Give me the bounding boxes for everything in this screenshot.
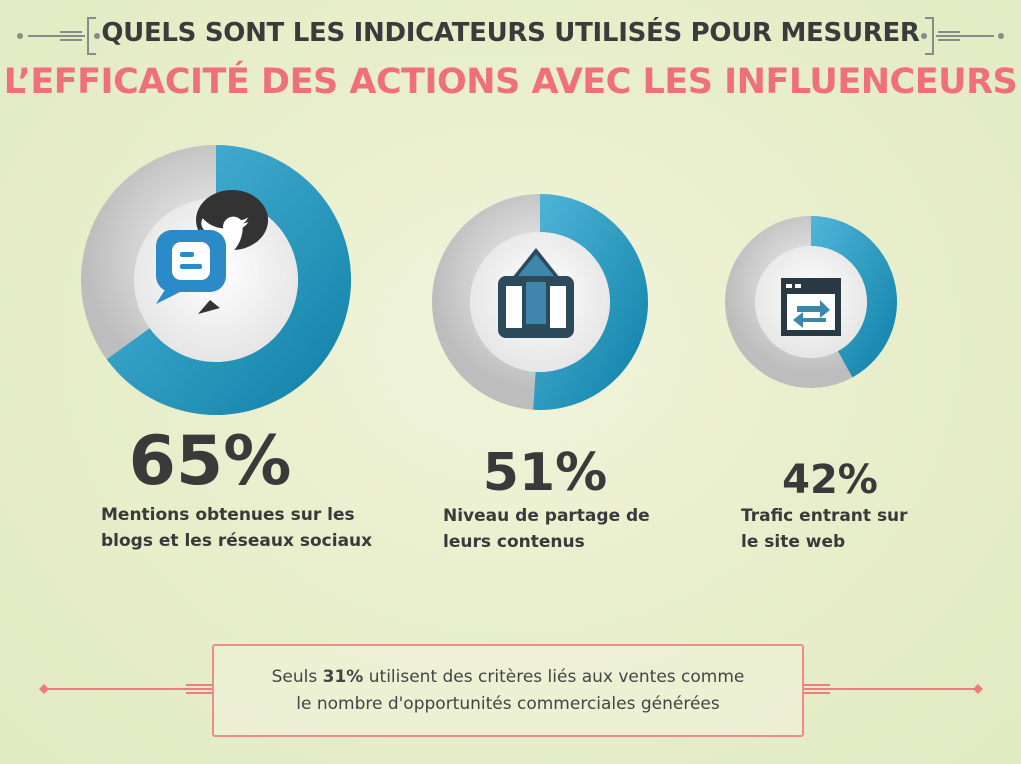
label-partage: Niveau de partage de leurs contenus [443,503,650,555]
label-mentions-line1: Mentions obtenues sur les [101,505,355,525]
note-prefix: Seuls [271,666,323,687]
pct-value-partage: 51% [482,443,608,503]
label-partage-line2: leurs contenus [443,532,585,552]
donut-arc-mentions [106,145,351,416]
label-trafic-line1: Trafic entrant sur [741,506,908,526]
note-highlight: 31% [322,666,364,687]
donut-arc-partage [533,194,648,410]
sales-criteria-note: Seuls 31% utilisent des critères liés au… [212,644,804,737]
donut-arc-trafic [811,216,897,378]
share-upload-icon [498,248,574,338]
blogger-twitter-icon [156,190,269,314]
note-suffix: utilisent des critères liés aux ventes c… [363,666,745,687]
note-line1: Seuls 31% utilisent des critères liés au… [272,664,745,691]
label-trafic: Trafic entrant sur le site web [741,503,908,555]
label-partage-line1: Niveau de partage de [443,506,650,526]
title-line-2: L’EFFICACITÉ DES ACTIONS AVEC LES INFLUE… [3,62,1018,102]
web-traffic-icon [781,278,841,336]
label-mentions-line2: blogs et les réseaux sociaux [101,531,373,551]
label-mentions: Mentions obtenues sur les blogs et les r… [101,502,372,554]
note-line2: le nombre d'opportunités commerciales gé… [296,693,720,714]
title-line-1: QUELS SONT LES INDICATEURS UTILISÉS POUR… [101,18,920,48]
donut-mentions [81,145,351,416]
label-trafic-line2: le site web [741,532,846,552]
pct-value-mentions: 65% [128,422,292,501]
pct-value-trafic: 42% [782,457,878,503]
title-ornament [17,17,1004,55]
donut-chart-group [81,145,897,416]
